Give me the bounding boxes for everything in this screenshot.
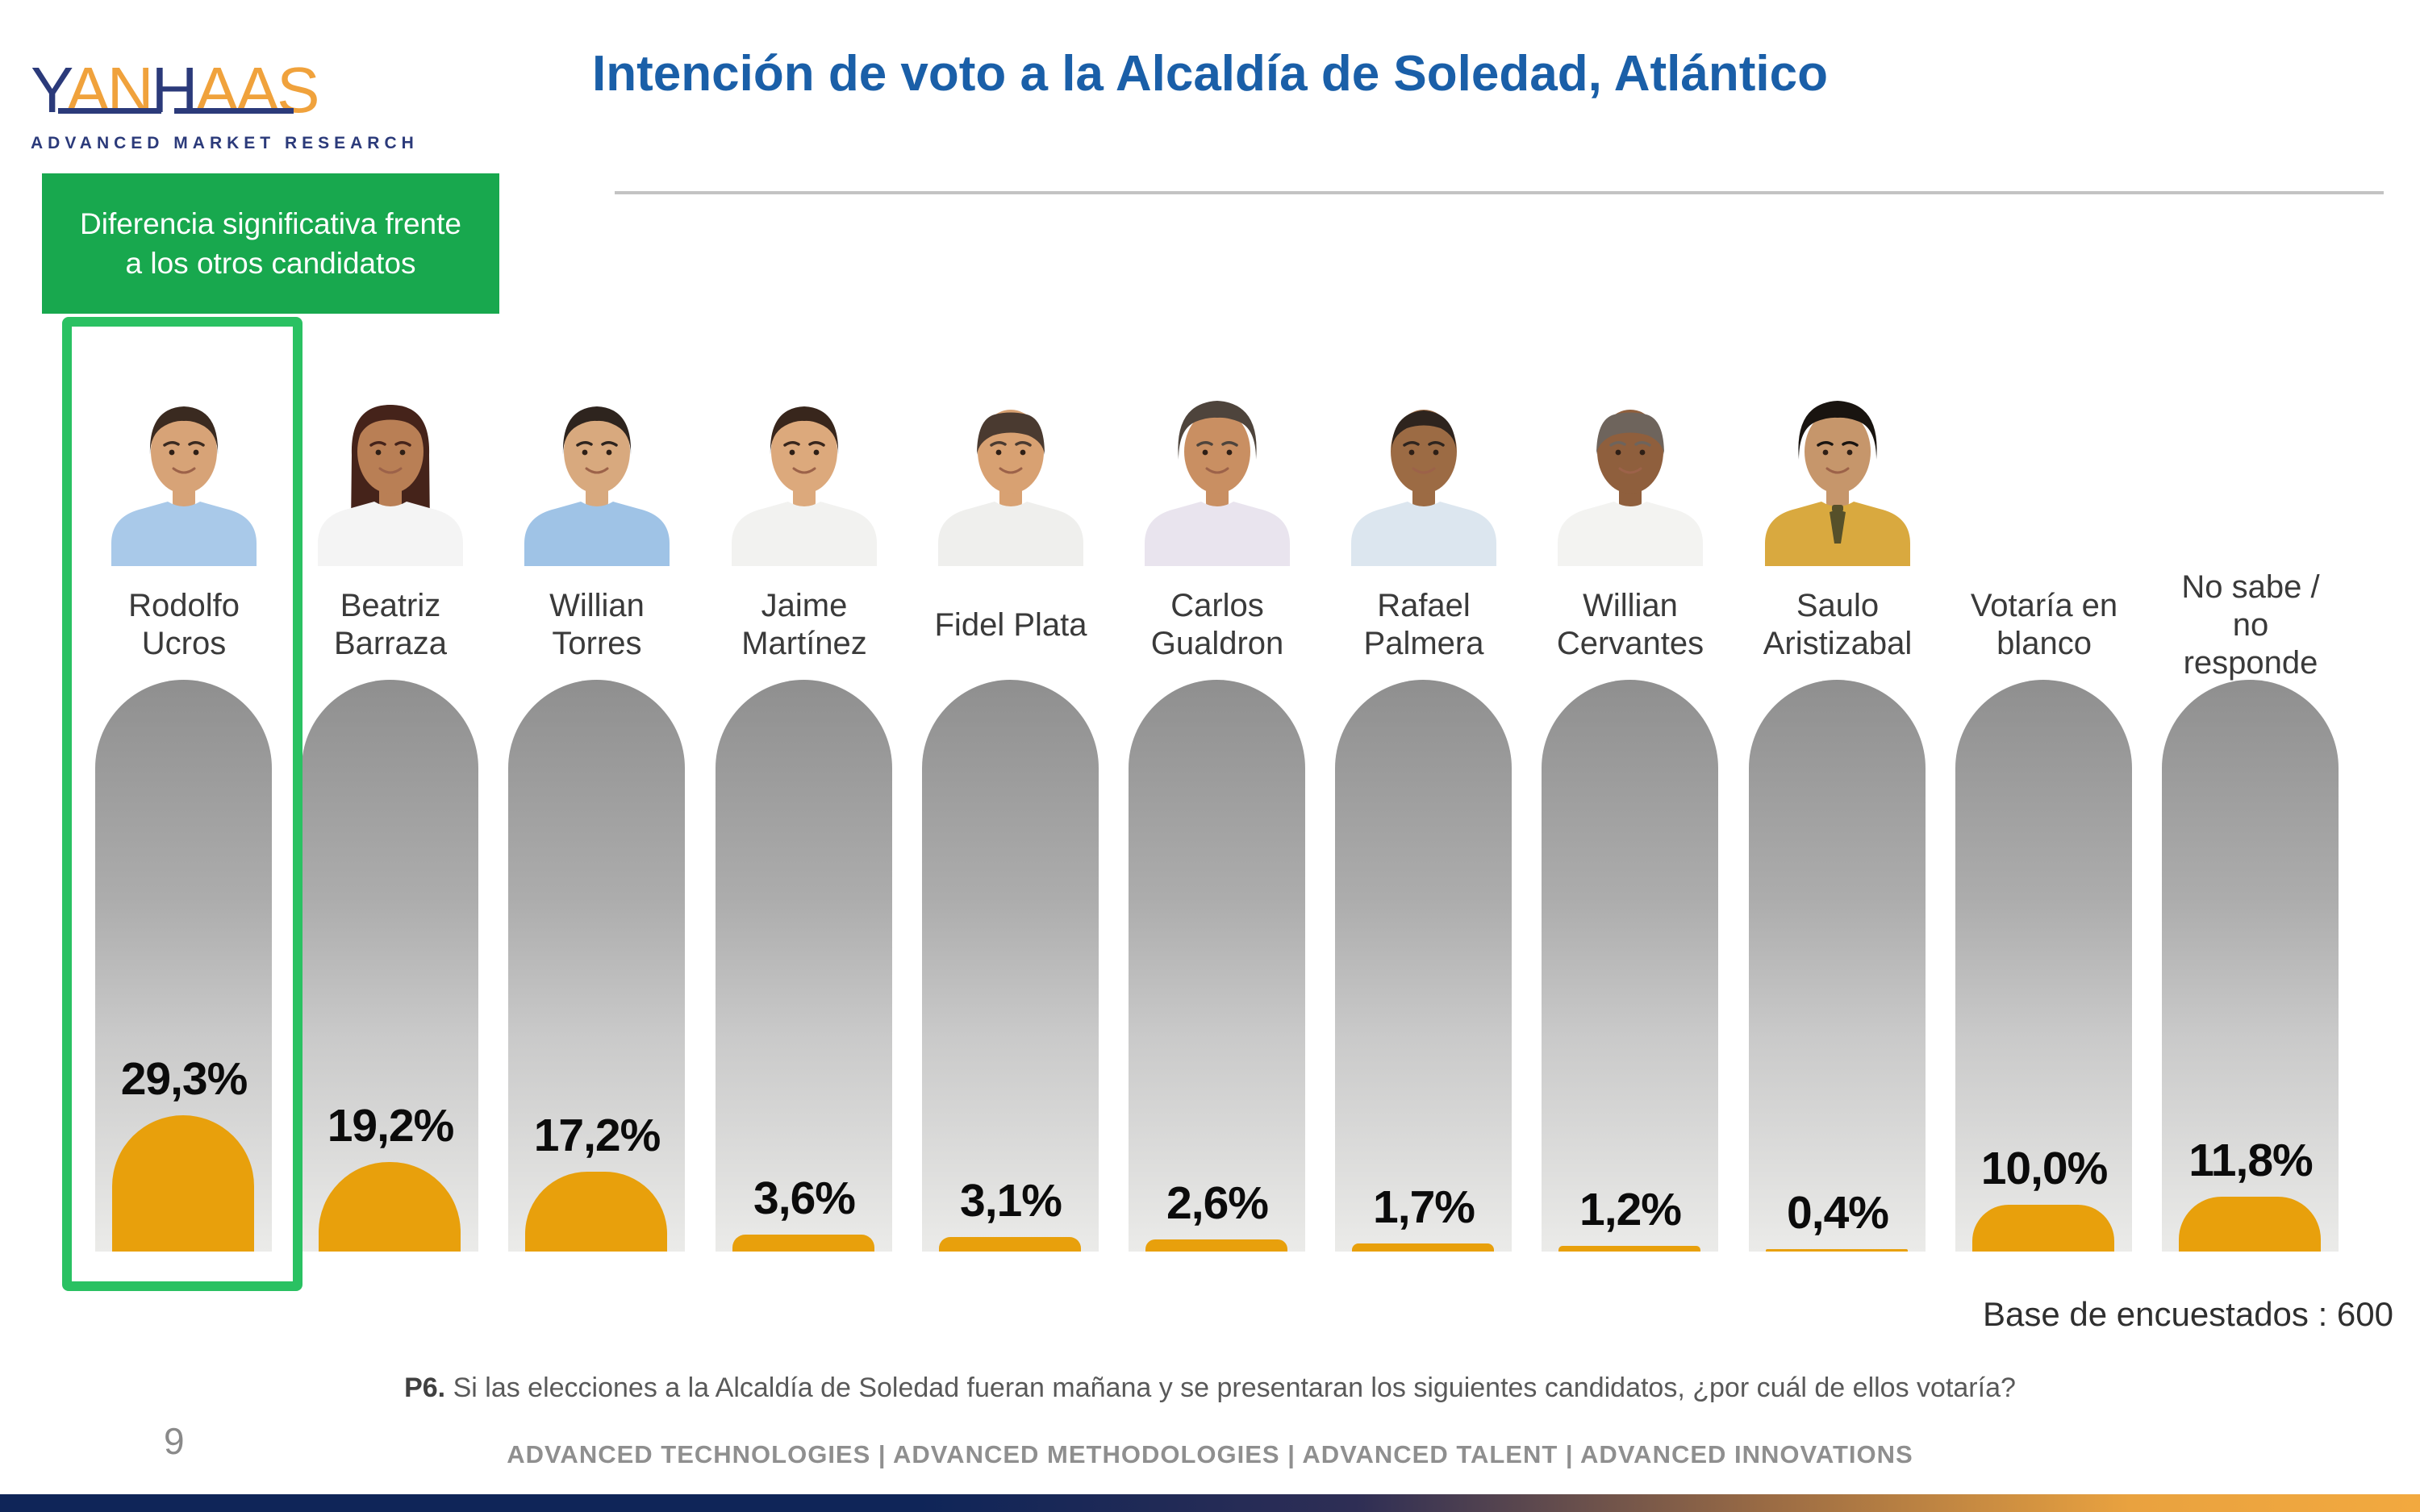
candidate-name: Jaime Martínez: [741, 588, 867, 661]
value-bar: [112, 1115, 254, 1252]
chart-column: Rodolfo Ucros 29,3%: [95, 0, 272, 1512]
value-label: 1,7%: [1373, 1181, 1475, 1233]
value-bar: [1352, 1243, 1494, 1252]
candidate-name: Votaría en blanco: [1970, 588, 2118, 661]
value-bar: [2179, 1197, 2321, 1252]
chart-column: Willian Cervantes 1,2%: [1542, 0, 1718, 1512]
value-label: 19,2%: [327, 1100, 455, 1152]
value-label: 2,6%: [1166, 1177, 1269, 1229]
candidate-name: Fidel Plata: [934, 606, 1087, 643]
title-divider-line: [615, 191, 2384, 194]
value-label: 3,6%: [753, 1173, 856, 1224]
value-label: 29,3%: [120, 1053, 248, 1105]
candidate-photo: [1757, 377, 1918, 566]
tube-background: [1335, 680, 1512, 1252]
chart-column: Carlos Gualdron 2,6%: [1129, 0, 1305, 1512]
candidate-photo: [724, 377, 885, 566]
value-label: 0,4%: [1787, 1187, 1889, 1239]
candidate-name: Beatriz Barraza: [333, 588, 448, 661]
chart-column: Jaime Martínez 3,6%: [716, 0, 892, 1512]
candidate-name: No sabe / no responde: [2181, 569, 2320, 681]
callout-text: Diferencia significativa frente a los ot…: [80, 207, 461, 280]
tube-background: [1749, 680, 1926, 1252]
tube-background: [1129, 680, 1305, 1252]
candidate-name: Carlos Gualdron: [1150, 588, 1284, 661]
candidate-photo: [1550, 377, 1711, 566]
tube-background: [2162, 680, 2339, 1252]
question-body: Si las elecciones a la Alcaldía de Soled…: [445, 1372, 2016, 1403]
candidate-photo: [103, 377, 265, 566]
value-bar: [1766, 1249, 1908, 1252]
value-label: 1,2%: [1579, 1184, 1682, 1235]
callout-box: Diferencia significativa frente a los ot…: [42, 173, 499, 314]
candidate-photo: [1343, 377, 1504, 566]
value-label: 3,1%: [960, 1175, 1062, 1227]
question-text: P6. Si las elecciones a la Alcaldía de S…: [0, 1372, 2420, 1404]
chart-column: Rafael Palmera 1,7%: [1335, 0, 1512, 1512]
tube-background: [1542, 680, 1718, 1252]
chart-column: Saulo Aristizabal 0,4%: [1749, 0, 1926, 1512]
candidate-name: Rodolfo Ucros: [128, 588, 240, 661]
value-bar: [1558, 1246, 1700, 1252]
tube-background: [508, 680, 685, 1252]
footer-links: ADVANCED TECHNOLOGIES | ADVANCED METHODO…: [507, 1440, 1913, 1468]
chart-column: No sabe / no responde 11,8%: [2162, 0, 2339, 1512]
chart-column: Willian Torres 17,2%: [508, 0, 685, 1512]
value-bar: [1972, 1205, 2114, 1252]
value-bar: [525, 1172, 667, 1252]
footer-gradient-stripe: [0, 1494, 2420, 1512]
logo-underline-left: [58, 108, 161, 114]
tube-background: [302, 680, 478, 1252]
candidate-name: Willian Torres: [549, 588, 645, 661]
value-bar: [939, 1237, 1081, 1252]
candidate-photo: [1137, 377, 1298, 566]
base-note: Base de encuestados : 600: [1982, 1295, 2393, 1333]
logo-underline-right: [174, 108, 294, 114]
value-bar: [1145, 1239, 1287, 1252]
value-label: 11,8%: [2188, 1135, 2313, 1186]
tube-background: [716, 680, 892, 1252]
candidate-name: Rafael Palmera: [1363, 588, 1484, 661]
chart-column: Beatriz Barraza 19,2%: [302, 0, 478, 1512]
tube-background: [922, 680, 1099, 1252]
candidate-photo: [516, 377, 678, 566]
chart-column: Fidel Plata 3,1%: [922, 0, 1099, 1512]
page-title: Intención de voto a la Alcaldía de Soled…: [592, 46, 1828, 102]
value-bar: [732, 1235, 874, 1252]
chart-column: Votaría en blanco 10,0%: [1955, 0, 2132, 1512]
candidate-photo: [930, 377, 1091, 566]
tube-background: [1955, 680, 2132, 1252]
candidate-name: Willian Cervantes: [1556, 588, 1704, 661]
value-label: 10,0%: [1980, 1143, 2109, 1194]
candidate-photo: [310, 377, 471, 566]
candidate-name: Saulo Aristizabal: [1763, 588, 1913, 661]
question-label: P6.: [404, 1372, 446, 1403]
value-label: 17,2%: [533, 1110, 661, 1161]
page-number: 9: [164, 1420, 185, 1462]
